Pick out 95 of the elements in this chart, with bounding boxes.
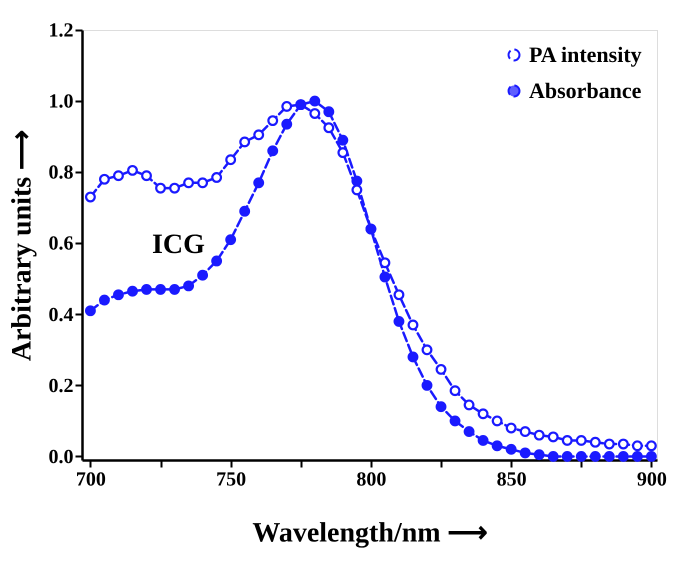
point [562, 435, 573, 446]
point [436, 401, 446, 412]
point [394, 316, 404, 327]
point [253, 129, 264, 140]
point [492, 415, 503, 426]
point [604, 451, 615, 462]
point [239, 136, 250, 148]
legend-label: Absorbance [529, 78, 642, 103]
point [281, 100, 292, 112]
point [323, 122, 334, 134]
point [618, 438, 629, 450]
point [197, 270, 208, 281]
point [309, 96, 320, 106]
point [632, 451, 643, 462]
point [576, 435, 587, 446]
point [422, 380, 432, 391]
point [422, 344, 432, 356]
point [323, 106, 334, 118]
point [337, 147, 348, 158]
y-tick-label: 0.8 [48, 162, 74, 184]
y-tick-label: 1.2 [48, 20, 74, 42]
point [450, 385, 460, 396]
point [169, 182, 180, 194]
point [590, 436, 601, 448]
point [169, 284, 180, 295]
point [492, 440, 503, 452]
point [576, 451, 587, 462]
y-tick-label: 0.6 [48, 232, 74, 255]
point [506, 422, 517, 434]
point [267, 145, 278, 156]
point [464, 426, 475, 437]
point [225, 154, 236, 166]
point [646, 440, 657, 452]
point [197, 177, 208, 188]
point [84, 305, 96, 316]
x-tick-label: 800 [356, 468, 386, 490]
point [309, 108, 320, 119]
point [337, 134, 348, 146]
point [534, 449, 545, 460]
point [478, 408, 489, 420]
legend-label: PA intensity [529, 42, 642, 67]
point [141, 170, 152, 182]
point [99, 294, 110, 306]
x-axis-title: Wavelength/nm ⟶ [252, 518, 488, 548]
x-tick-label: 750 [216, 468, 246, 490]
point [225, 234, 236, 246]
point [646, 451, 657, 462]
point [534, 430, 545, 441]
point [590, 451, 601, 462]
y-tick-label: 0.4 [48, 304, 74, 326]
point [267, 115, 278, 126]
x-tick-label: 850 [496, 468, 527, 490]
y-axis-title: Arbitrary units ⟶ [6, 130, 38, 362]
point [127, 164, 138, 176]
point [618, 451, 629, 462]
point [520, 447, 531, 458]
point [351, 184, 362, 196]
point [183, 280, 194, 292]
point [113, 170, 124, 182]
point [155, 284, 166, 295]
point [632, 440, 643, 452]
point [450, 415, 460, 426]
point [604, 438, 615, 450]
point [408, 352, 418, 362]
point [548, 431, 559, 442]
point [478, 435, 489, 446]
y-tick-label: 1.0 [48, 90, 74, 113]
point [379, 257, 390, 268]
point [408, 320, 418, 330]
point [155, 182, 166, 194]
point [548, 451, 559, 462]
point [506, 444, 517, 455]
x-tick-label: 900 [636, 468, 667, 490]
annotation: ICG [152, 229, 206, 260]
point [394, 289, 404, 300]
point [99, 174, 110, 185]
point [562, 451, 573, 462]
point [436, 364, 446, 375]
point [281, 118, 292, 130]
y-tick-label: 0.0 [48, 446, 74, 468]
point [520, 426, 531, 437]
point [127, 286, 138, 297]
point [464, 399, 475, 410]
point [113, 289, 124, 300]
x-tick-label: 700 [76, 468, 106, 490]
point [141, 284, 152, 295]
point [84, 192, 96, 202]
point [239, 206, 250, 217]
point [183, 177, 194, 188]
point [351, 176, 362, 186]
point [379, 272, 390, 282]
point [253, 177, 264, 188]
point [211, 172, 222, 183]
y-tick-label: 0.2 [48, 374, 74, 397]
point [211, 256, 222, 266]
